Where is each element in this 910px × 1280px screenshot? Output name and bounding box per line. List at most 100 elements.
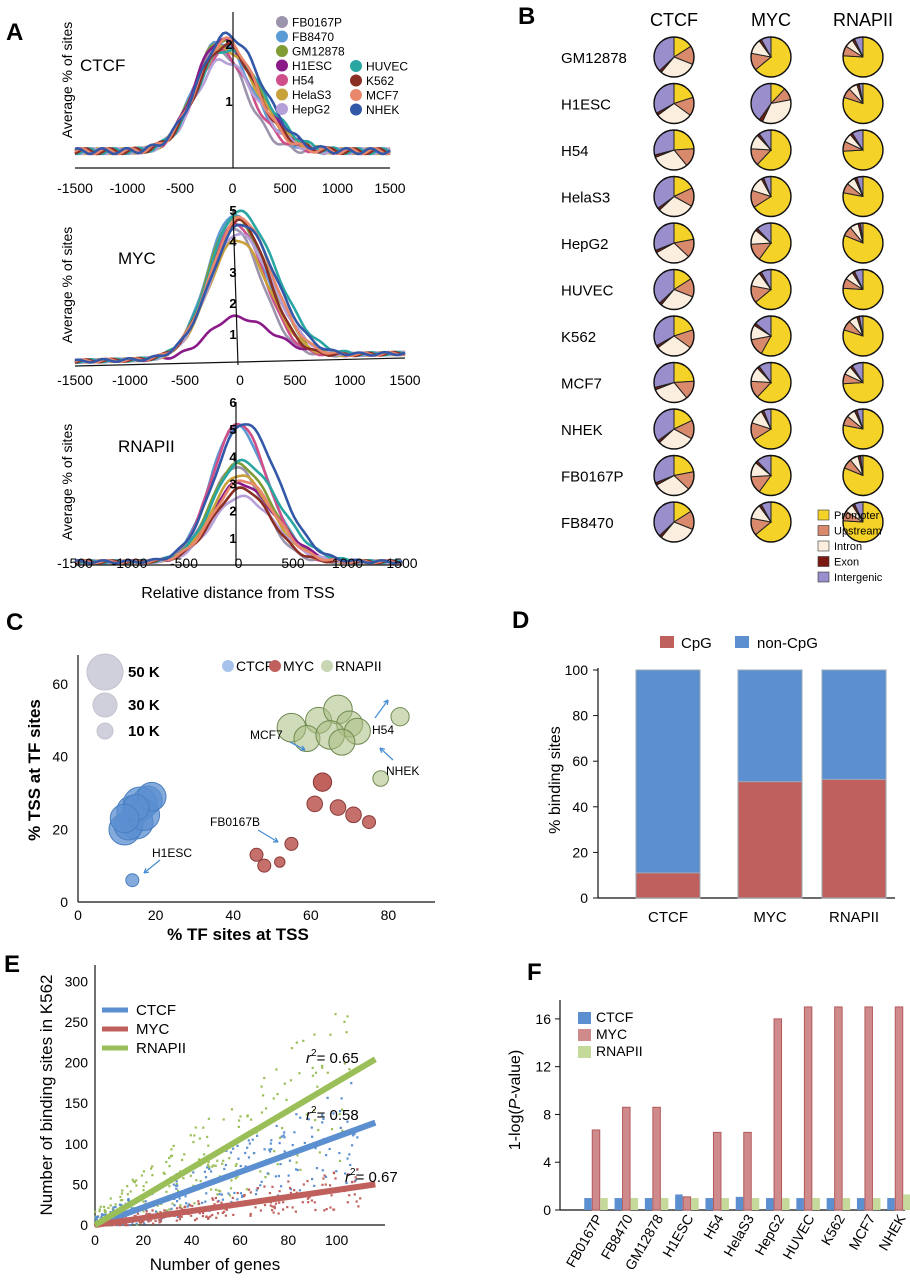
scatter-point-myc <box>222 1210 226 1213</box>
scatter-point-myc <box>147 1220 150 1223</box>
scatter-point-myc <box>151 1209 154 1212</box>
scatter-point-rnapii <box>194 1126 197 1129</box>
scatter-point-myc <box>272 1211 275 1214</box>
pie-outline <box>750 361 792 404</box>
legend-marker <box>276 74 288 86</box>
pie-row-label: H54 <box>561 143 589 160</box>
pie-outline <box>750 501 792 543</box>
scatter-point-rnapii <box>176 1189 180 1192</box>
pie-row-label: FB0167P <box>561 469 624 486</box>
bubble-rnapii <box>328 728 356 756</box>
bar-rnapii <box>630 1198 639 1210</box>
pie-row-label: FB8470 <box>561 515 614 532</box>
pie-outline <box>653 222 695 264</box>
series-legend-marker <box>321 660 333 672</box>
y-tick-label: 12 <box>535 1059 551 1075</box>
r-squared-label: r2= 0.58 <box>306 1105 359 1124</box>
panel-a-xlabel: Relative distance from TSS <box>141 585 335 602</box>
legend-label: RNAPII <box>596 1043 643 1059</box>
scatter-point-myc <box>136 1212 140 1215</box>
scatter-point-rnapii <box>151 1165 154 1168</box>
curve-fb8470 <box>74 214 406 365</box>
scatter-point-myc <box>242 1195 246 1198</box>
category-label: K562 <box>818 1211 848 1248</box>
panel-a-title-myc: MYC <box>118 249 156 268</box>
scatter-point-ctcf <box>328 1147 331 1151</box>
scatter-point-myc <box>216 1200 219 1203</box>
pie-outline <box>750 82 792 125</box>
scatter-point-ctcf <box>239 1164 242 1168</box>
scatter-point-myc <box>263 1203 267 1207</box>
scatter-point-myc <box>322 1177 325 1180</box>
pie-outline <box>750 129 792 171</box>
bar-ctcf <box>705 1198 713 1210</box>
category-label: H54 <box>700 1211 727 1241</box>
scatter-point-myc <box>259 1209 262 1212</box>
scatter-point-rnapii <box>172 1144 175 1147</box>
scatter-point-ctcf <box>244 1165 247 1168</box>
scatter-point-myc <box>183 1206 186 1209</box>
scatter-point-ctcf <box>314 1147 317 1150</box>
annotation-arrow <box>289 741 306 751</box>
scatter-point-ctcf <box>241 1194 244 1197</box>
scatter-point-myc <box>211 1213 214 1217</box>
scatter-point-myc <box>353 1193 356 1196</box>
scatter-point-ctcf <box>279 1185 283 1188</box>
scatter-point-myc <box>346 1173 350 1176</box>
y-tick-label: 1 <box>229 531 236 546</box>
scatter-point-ctcf <box>269 1142 272 1145</box>
series-legend-marker <box>222 660 234 672</box>
scatter-point-ctcf <box>339 1126 342 1130</box>
scatter-point-ctcf <box>324 1175 328 1178</box>
pie-chart <box>842 82 884 125</box>
scatter-point-rnapii <box>193 1134 196 1137</box>
pie-chart <box>750 222 792 264</box>
scatter-point-rnapii <box>126 1185 129 1188</box>
scatter-point-rnapii <box>210 1188 213 1191</box>
scatter-point-myc <box>324 1183 327 1186</box>
curve-h1esc <box>74 480 403 565</box>
x-tick-label: 80 <box>281 1232 297 1248</box>
x-tick-label: -500 <box>170 555 198 571</box>
scatter-point-ctcf <box>332 1112 335 1115</box>
scatter-point-rnapii <box>199 1179 202 1183</box>
legend-marker <box>276 59 288 72</box>
scatter-point-rnapii <box>264 1176 267 1179</box>
scatter-point-rnapii <box>316 1085 319 1088</box>
scatter-point-ctcf <box>287 1174 290 1177</box>
annotation-arrow <box>379 747 394 761</box>
scatter-point-myc <box>332 1171 335 1174</box>
scatter-point-myc <box>263 1185 266 1188</box>
scatter-point-ctcf <box>335 1170 338 1173</box>
scatter-point-rnapii <box>346 1015 349 1018</box>
scatter-point-rnapii <box>165 1160 168 1164</box>
scatter-point-rnapii <box>99 1205 102 1208</box>
scatter-point-ctcf <box>282 1134 285 1137</box>
scatter-point-myc <box>310 1199 313 1202</box>
y-tick-label: 20 <box>52 821 68 837</box>
pie-outline <box>750 175 792 218</box>
panel-c-letter: C <box>6 609 23 636</box>
bubble-rnapii <box>390 707 410 727</box>
annotation-arrowhead <box>272 837 279 843</box>
scatter-point-ctcf <box>340 1097 343 1100</box>
scatter-point-ctcf <box>269 1150 272 1153</box>
pie-row-label: GM12878 <box>561 50 627 67</box>
bar-rnapii <box>782 1198 790 1210</box>
x-tick-label: -1500 <box>57 372 93 388</box>
scatter-point-ctcf <box>175 1180 178 1183</box>
scatter-point-rnapii <box>140 1174 144 1177</box>
scatter-point-rnapii <box>192 1184 195 1187</box>
scatter-point-rnapii <box>216 1193 219 1196</box>
scatter-point-myc <box>149 1219 152 1222</box>
scatter-point-rnapii <box>132 1180 135 1183</box>
scatter-point-rnapii <box>119 1195 122 1198</box>
scatter-point-myc <box>133 1215 136 1218</box>
scatter-point-ctcf <box>130 1207 133 1210</box>
scatter-point-myc <box>281 1208 285 1211</box>
scatter-point-ctcf <box>295 1113 298 1116</box>
series-legend-label: MYC <box>283 658 314 674</box>
panel-e-xlabel: Number of genes <box>150 1255 280 1274</box>
scatter-point-rnapii <box>207 1117 210 1120</box>
y-tick-label: 5 <box>229 422 236 437</box>
